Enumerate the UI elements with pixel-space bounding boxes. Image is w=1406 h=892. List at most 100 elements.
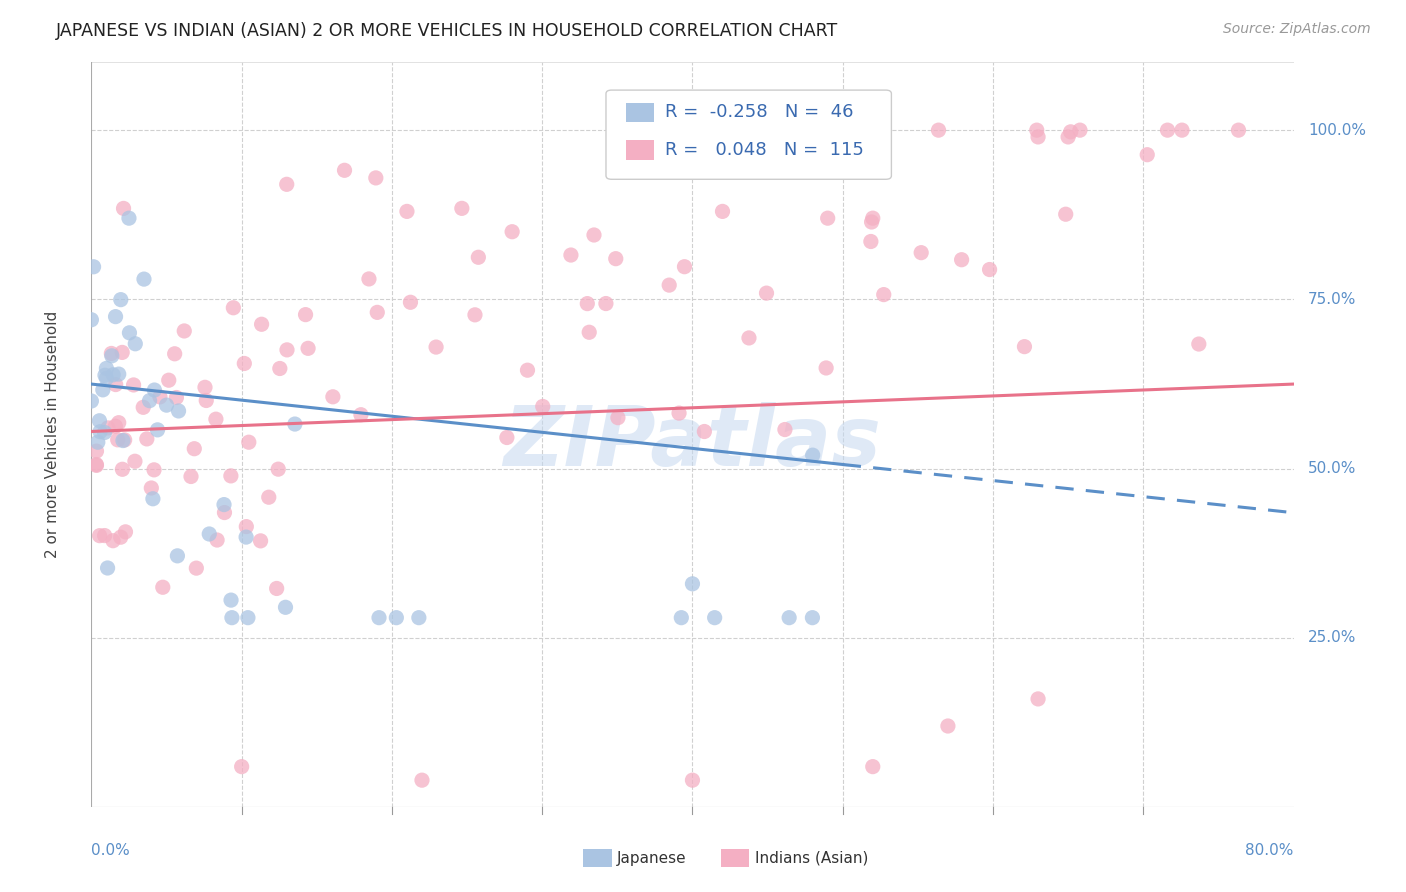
Point: [111, 462, 134, 476]
Point: [496, 430, 519, 444]
Point: [778, 610, 800, 624]
Point: [107, 416, 129, 430]
Text: 50.0%: 50.0%: [1308, 461, 1357, 476]
Point: [1156, 123, 1178, 137]
Point: [269, 361, 291, 376]
Point: [673, 260, 696, 274]
Point: [979, 262, 1001, 277]
Point: [236, 610, 259, 624]
Point: [582, 227, 605, 242]
Point: [801, 448, 824, 462]
Point: [1054, 207, 1077, 221]
Point: [560, 248, 582, 262]
Point: [859, 235, 882, 249]
Text: Indians (Asian): Indians (Asian): [755, 851, 869, 865]
Point: [212, 498, 235, 512]
Point: [89, 414, 111, 428]
Point: [873, 287, 896, 301]
Point: [578, 325, 600, 339]
Point: [80, 394, 103, 409]
Point: [143, 383, 166, 397]
Point: [928, 123, 950, 137]
Point: [357, 272, 380, 286]
Point: [155, 398, 177, 412]
Point: [167, 404, 190, 418]
Point: [709, 123, 731, 137]
Point: [87, 435, 110, 450]
Point: [114, 524, 136, 539]
Point: [235, 530, 257, 544]
Point: [411, 773, 433, 788]
Text: 80.0%: 80.0%: [1246, 843, 1294, 858]
Point: [101, 368, 124, 382]
Point: [132, 401, 155, 415]
Text: 0.0%: 0.0%: [91, 843, 131, 858]
Point: [166, 549, 188, 563]
Point: [605, 252, 627, 266]
Point: [385, 610, 408, 624]
Point: [195, 393, 218, 408]
Point: [1057, 130, 1080, 145]
Point: [219, 469, 242, 483]
Point: [294, 308, 316, 322]
Point: [219, 593, 242, 607]
Point: [366, 305, 388, 319]
Point: [668, 406, 690, 420]
Point: [111, 345, 134, 359]
Point: [665, 152, 688, 166]
Point: [681, 773, 703, 788]
Point: [1227, 123, 1250, 137]
Point: [250, 318, 273, 332]
Point: [101, 349, 124, 363]
Point: [276, 343, 298, 357]
Point: [1014, 340, 1036, 354]
Point: [205, 533, 228, 547]
Point: [86, 458, 108, 473]
Point: [194, 380, 217, 394]
Point: [815, 361, 838, 376]
Point: [146, 423, 169, 437]
Text: 75.0%: 75.0%: [1308, 292, 1357, 307]
Point: [80, 312, 103, 326]
Point: [693, 425, 716, 439]
Point: [222, 301, 245, 315]
Point: [118, 211, 141, 226]
Point: [110, 293, 132, 307]
Point: [595, 296, 617, 310]
Point: [936, 719, 959, 733]
Point: [114, 433, 136, 447]
Point: [284, 417, 307, 431]
Point: [703, 610, 725, 624]
Point: [738, 331, 761, 345]
Point: [862, 211, 884, 226]
Point: [89, 529, 111, 543]
Point: [205, 412, 228, 426]
Point: [83, 260, 105, 274]
Point: [238, 435, 260, 450]
Point: [1069, 123, 1091, 137]
Text: 2 or more Vehicles in Household: 2 or more Vehicles in Household: [45, 311, 60, 558]
Point: [142, 491, 165, 506]
Point: [141, 481, 163, 495]
Point: [104, 377, 127, 392]
Point: [86, 444, 108, 458]
Point: [152, 580, 174, 594]
Point: [107, 367, 129, 381]
Point: [773, 423, 796, 437]
Point: [93, 528, 115, 542]
Point: [531, 400, 554, 414]
Point: [186, 561, 208, 575]
Point: [122, 378, 145, 392]
Text: 25.0%: 25.0%: [1308, 631, 1357, 646]
Point: [124, 336, 146, 351]
Point: [173, 324, 195, 338]
Point: [180, 469, 202, 483]
Point: [860, 215, 883, 229]
Point: [233, 356, 256, 370]
Point: [198, 527, 221, 541]
Point: [118, 326, 141, 340]
Point: [711, 204, 734, 219]
Point: [157, 373, 180, 387]
Point: [267, 462, 290, 476]
Text: ZIPatlas: ZIPatlas: [503, 401, 882, 483]
